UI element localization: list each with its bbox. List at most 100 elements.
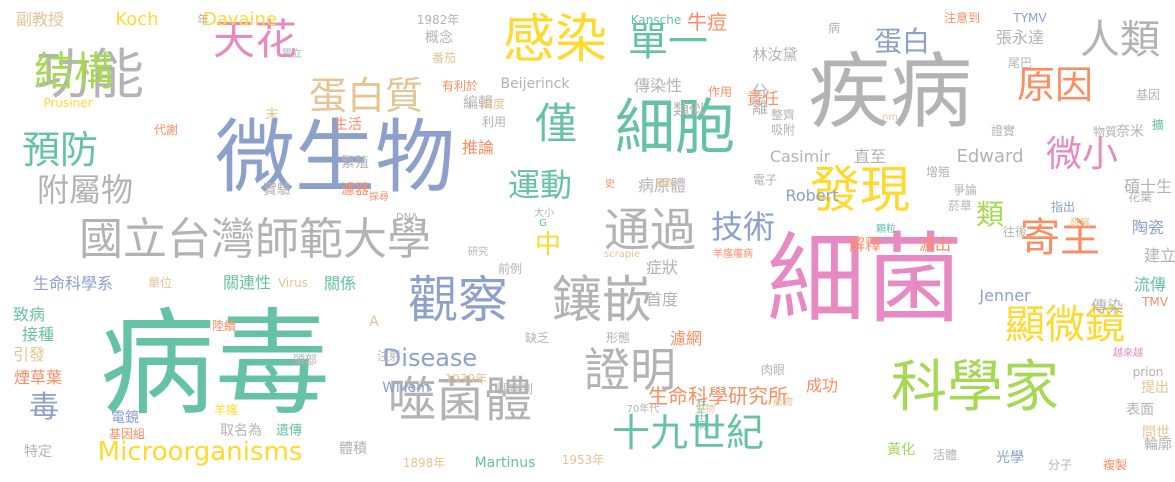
- cloud-word: 僅: [534, 99, 578, 148]
- cloud-word: 中: [534, 230, 562, 260]
- cloud-word: 國立台灣師範大學: [79, 214, 431, 265]
- cloud-word: 張永達: [995, 28, 1045, 47]
- cloud-word: 預防: [21, 128, 99, 172]
- cloud-word: 增殖: [925, 165, 951, 179]
- cloud-word: 直至: [853, 147, 887, 166]
- cloud-word: 首度: [645, 290, 679, 309]
- cloud-word: 副教授: [15, 10, 65, 29]
- cloud-word: 指出: [1050, 200, 1076, 214]
- cloud-word: 光學: [996, 450, 1024, 466]
- cloud-word: 蛋白質: [308, 74, 424, 118]
- cloud-word: 黃化: [887, 442, 915, 458]
- cloud-word: 形態: [605, 331, 631, 345]
- cloud-word: 複製: [1102, 458, 1128, 472]
- cloud-word: 噬菌體: [387, 372, 533, 428]
- cloud-word: Koch: [115, 9, 159, 30]
- cloud-word: 輪廓: [1144, 437, 1172, 453]
- cloud-word: 繁殖: [341, 155, 369, 171]
- cloud-word: 利用: [481, 115, 507, 129]
- cloud-word: 煙草葉: [13, 368, 63, 387]
- cloud-word: 吸附: [770, 123, 796, 137]
- cloud-word: 大小: [534, 208, 554, 219]
- cloud-word: 電鏡: [111, 410, 139, 426]
- cloud-word: 尾巴: [1007, 56, 1033, 70]
- cloud-word: 實驗: [263, 182, 291, 198]
- cloud-word: 代謝: [153, 123, 179, 137]
- cloud-word: 有利於: [441, 79, 479, 93]
- cloud-word: Robert: [785, 186, 839, 205]
- cloud-word: 獨立: [282, 49, 302, 60]
- cloud-word: 傳染性: [633, 76, 683, 95]
- cloud-word: 濾網: [669, 329, 703, 348]
- cloud-word: 單一: [628, 19, 708, 65]
- cloud-word: 1939年: [444, 372, 488, 386]
- cloud-word: 前例: [497, 262, 523, 276]
- cloud-word: 關係: [323, 274, 357, 293]
- cloud-word: 探尋: [369, 192, 389, 203]
- cloud-word: 產物: [773, 397, 793, 408]
- cloud-word: 陸續: [211, 319, 237, 333]
- cloud-word: 類似: [672, 100, 706, 119]
- cloud-word: 發現: [810, 161, 910, 219]
- cloud-word: 分離: [749, 83, 768, 115]
- cloud-word: 生命科學研究所: [648, 384, 788, 408]
- cloud-word: Kansche: [630, 13, 682, 27]
- cloud-word: 推論: [461, 138, 495, 157]
- cloud-word: 整齊: [770, 108, 796, 122]
- cloud-word: 花葉: [1127, 190, 1153, 204]
- cloud-word: 毒: [29, 390, 59, 425]
- cloud-word: 分子: [1047, 458, 1073, 472]
- cloud-word: 發展: [1070, 218, 1090, 229]
- cloud-word: 1982年: [416, 13, 460, 27]
- cloud-word: 病毒: [99, 297, 331, 432]
- cloud-word: 症狀: [645, 258, 679, 277]
- cloud-word: 鑲嵌: [552, 271, 652, 329]
- cloud-word: 接種: [21, 325, 55, 344]
- cloud-word: 傳染: [1090, 297, 1124, 316]
- cloud-word: A: [369, 314, 379, 330]
- cloud-word: 擴: [1151, 118, 1165, 132]
- cloud-word: 通過: [604, 203, 696, 257]
- cloud-word: 高度: [480, 97, 506, 111]
- cloud-word: 原因: [1016, 63, 1094, 107]
- cloud-word: TMV: [1142, 295, 1168, 309]
- cloud-word: 附屬物: [36, 171, 134, 209]
- cloud-word: 研究: [468, 247, 488, 258]
- cloud-word: 細胞: [615, 93, 735, 163]
- cloud-word: 成功: [805, 376, 839, 395]
- cloud-word: Microorganisms: [97, 437, 303, 467]
- cloud-word: 基因: [1135, 88, 1161, 102]
- cloud-word: 病: [827, 21, 841, 35]
- cloud-word: 奈米: [1116, 124, 1144, 140]
- cloud-word: 末: [265, 107, 279, 123]
- cloud-word: 稱為: [655, 179, 675, 190]
- cloud-word: 生命科學系: [32, 274, 114, 293]
- cloud-word: 活體: [932, 448, 958, 462]
- cloud-word: 微生物: [215, 111, 455, 204]
- cloud-word: 概念: [425, 30, 453, 46]
- cloud-word: 顆粒: [876, 224, 896, 235]
- cloud-word: 注射: [376, 349, 402, 363]
- cloud-word: Prusiner: [43, 96, 93, 110]
- cloud-word: 林汝黛: [752, 45, 798, 64]
- cloud-word: 流傳: [1133, 275, 1167, 294]
- cloud-word: Virus: [277, 276, 309, 290]
- cloud-word: 微小: [1045, 134, 1119, 175]
- cloud-word: 陶瓷: [1131, 218, 1165, 237]
- cloud-word: 碩士生: [1123, 177, 1173, 196]
- cloud-word: 史: [605, 179, 615, 190]
- cloud-word: Jenner: [979, 286, 1031, 305]
- cloud-word: 1953年: [561, 453, 605, 467]
- cloud-word: 功能: [36, 43, 144, 106]
- cloud-word: 表面: [1126, 402, 1154, 418]
- cloud-word: 單位: [147, 276, 173, 290]
- cloud-word: 解釋: [848, 235, 882, 254]
- cloud-word: 1898年: [402, 456, 446, 470]
- cloud-word: 70年代: [626, 404, 660, 415]
- cloud-word: 羊瘙癢病: [713, 249, 753, 260]
- cloud-word: nm: [881, 112, 899, 123]
- cloud-word: 證明: [584, 343, 676, 397]
- cloud-word: 取名為: [220, 423, 262, 439]
- cloud-word: 結構: [34, 49, 114, 95]
- cloud-word: 責任: [746, 89, 780, 108]
